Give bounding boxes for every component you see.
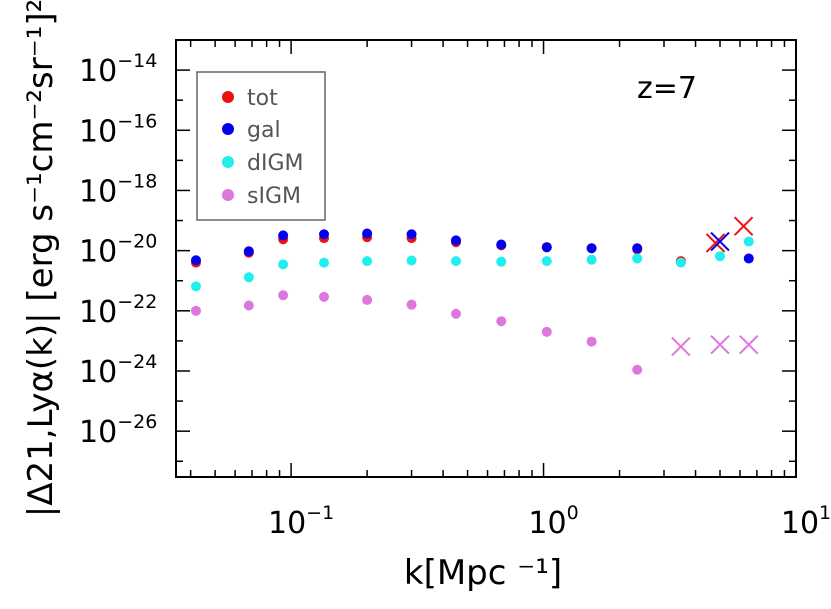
point-gal <box>632 243 643 254</box>
x-axis-label: k[Mpc ⁻¹] <box>404 553 562 593</box>
y-tick-label: 10−18 <box>79 170 157 209</box>
y-tick-label: 10−22 <box>79 291 157 330</box>
plot-frame <box>175 39 797 478</box>
legend-marker-gal <box>222 123 234 135</box>
axis-ticks <box>176 39 797 477</box>
point-digm <box>406 255 417 266</box>
legend-marker-tot <box>222 91 234 103</box>
redshift-annotation: z=7 <box>637 71 697 106</box>
legend-marker-sigm <box>222 189 234 201</box>
legend-label-gal: gal <box>247 118 281 143</box>
point-sigm <box>190 305 201 316</box>
point-gal <box>541 242 552 253</box>
point-gal <box>278 230 289 241</box>
point-gal <box>190 255 201 266</box>
point-gal <box>451 235 462 246</box>
y-tick-label: 10−16 <box>79 110 157 149</box>
point-sigm <box>362 294 373 305</box>
point-digm <box>362 256 373 267</box>
point-sigm <box>278 290 289 301</box>
x-tick-label: 101 <box>781 502 831 541</box>
point-gal <box>319 229 330 240</box>
point-digm <box>743 236 754 247</box>
x-tick-label: 100 <box>528 502 578 541</box>
point-gal <box>743 253 754 264</box>
point-digm <box>319 257 330 268</box>
point-sigm <box>541 326 552 337</box>
cross-gal <box>710 231 730 252</box>
y-axis-label: |Δ21,Lyα(k)| [erg s⁻¹cm⁻²sr⁻¹]² <box>21 0 61 517</box>
point-sigm <box>243 300 254 311</box>
point-gal <box>496 239 507 250</box>
y-tick-label: 10−20 <box>79 231 157 270</box>
cross-tot <box>733 216 754 236</box>
point-sigm <box>586 336 597 347</box>
legend-box: tot gal dIGM sIGM <box>196 71 326 221</box>
point-gal <box>243 246 254 257</box>
cross-tot <box>705 233 726 253</box>
point-sigm <box>632 364 643 375</box>
point-digm <box>278 259 289 270</box>
point-digm <box>675 257 686 268</box>
point-gal <box>586 243 597 254</box>
point-digm <box>715 251 726 262</box>
y-tick-label: 10−24 <box>79 351 157 390</box>
point-digm <box>243 272 254 283</box>
point-gal <box>406 229 417 240</box>
point-sigm <box>406 299 417 310</box>
cross-sigm <box>739 334 759 355</box>
data-points <box>190 216 759 375</box>
point-digm <box>451 256 462 267</box>
y-tick-label: 10−26 <box>79 411 157 450</box>
legend-label-sigm: sIGM <box>247 184 301 209</box>
point-digm <box>632 253 643 264</box>
point-sigm <box>496 316 507 327</box>
legend-frame <box>196 71 326 221</box>
point-digm <box>541 256 552 267</box>
point-digm <box>190 281 201 292</box>
legend-label-digm: dIGM <box>247 151 303 176</box>
point-sigm <box>319 291 330 302</box>
point-gal <box>362 228 373 239</box>
legend-marker-digm <box>222 156 234 168</box>
point-digm <box>586 254 597 265</box>
legend-label-tot: tot <box>247 86 278 111</box>
cross-sigm <box>710 334 730 355</box>
x-tick-label: 10−1 <box>268 502 334 541</box>
cross-sigm <box>671 336 691 357</box>
point-digm <box>496 256 507 267</box>
y-tick-label: 10−14 <box>79 50 157 89</box>
point-sigm <box>451 308 462 319</box>
tick-labels: 10−1 100 101 10−14 10−16 10−18 10−20 10−22 10−24… <box>79 50 831 541</box>
